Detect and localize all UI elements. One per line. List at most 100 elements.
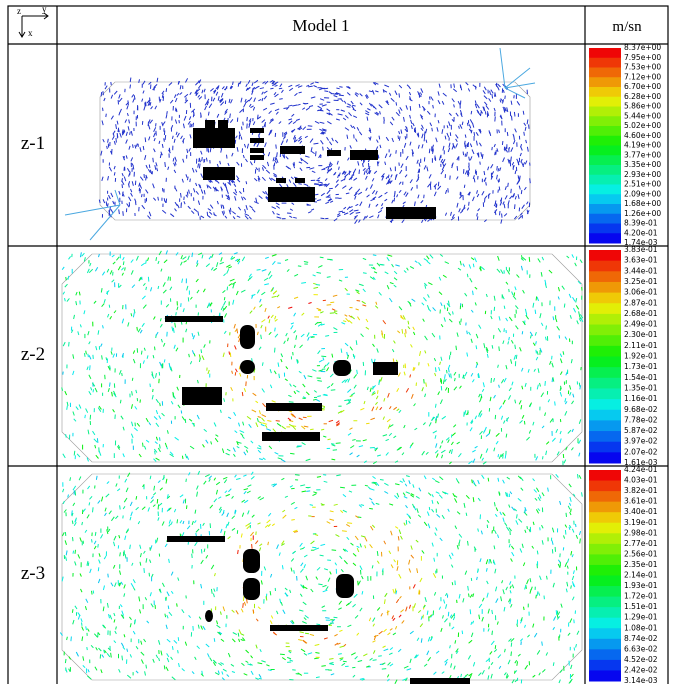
vectors (67, 298, 70, 301)
vectors (565, 563, 567, 567)
colorbar-band (589, 607, 621, 618)
vectors (95, 267, 97, 271)
vectors (444, 317, 445, 321)
vectors (506, 492, 507, 496)
vectors (533, 675, 536, 677)
vectors (82, 636, 83, 641)
vectors (383, 417, 384, 420)
vectors (545, 337, 546, 340)
vectors (231, 664, 234, 666)
vectors (130, 517, 131, 520)
vectors (156, 655, 158, 658)
vectors (162, 413, 165, 416)
vectors (505, 649, 506, 652)
vectors (136, 507, 139, 510)
vectors (244, 674, 248, 676)
vectors (224, 531, 225, 536)
vectors (88, 331, 89, 335)
vectors (66, 551, 67, 556)
vectors (399, 410, 401, 413)
vectors (224, 331, 226, 334)
vectors (223, 669, 227, 671)
vectors (504, 607, 505, 611)
vectors (325, 618, 329, 619)
vectors (395, 527, 398, 529)
vectors (509, 505, 510, 508)
vectors (277, 611, 278, 614)
vectors (357, 546, 360, 547)
vectors (131, 260, 133, 263)
vectors (127, 675, 131, 678)
colorbar-label: 1.29e-01 (624, 613, 658, 622)
vectors (132, 563, 133, 566)
vectors (130, 545, 131, 549)
vectors (222, 678, 225, 680)
vectors (151, 545, 152, 549)
vectors (555, 401, 556, 405)
vectors (436, 492, 440, 494)
vectors (571, 551, 572, 555)
vectors (223, 607, 225, 612)
vectors (273, 429, 276, 432)
vectors (428, 657, 431, 661)
vectors (267, 421, 271, 422)
vectors (541, 323, 543, 326)
vectors (314, 548, 319, 550)
vectors (159, 640, 160, 645)
vectors (347, 389, 351, 392)
vectors (214, 478, 216, 481)
vectors (516, 326, 519, 330)
vectors (302, 491, 307, 492)
vectors (372, 407, 374, 412)
vectors (565, 398, 566, 402)
vectors (534, 633, 537, 637)
vectors (511, 652, 512, 657)
vectors (359, 284, 364, 286)
vectors (113, 354, 115, 358)
vectors (522, 415, 524, 419)
vectors (133, 579, 135, 583)
vectors (242, 500, 245, 502)
vectors (138, 328, 140, 332)
vectors (158, 481, 160, 483)
vectors (268, 316, 270, 319)
vectors (573, 494, 575, 497)
vectors (579, 383, 580, 387)
vectors (283, 610, 285, 614)
vector-field (62, 250, 583, 465)
vectors (404, 666, 408, 668)
vectors (122, 656, 123, 661)
vectors (442, 416, 446, 419)
vectors (552, 541, 553, 545)
vectors (231, 387, 233, 391)
vectors (244, 452, 246, 455)
vectors (411, 443, 414, 447)
vectors (246, 661, 249, 663)
vectors (195, 542, 198, 546)
vectors (394, 341, 396, 344)
vectors (256, 619, 258, 621)
vectors (515, 306, 518, 309)
vectors (271, 315, 273, 318)
vectors (440, 399, 442, 404)
vectors (461, 319, 462, 323)
vectors (329, 664, 334, 665)
vectors (92, 591, 93, 595)
vectors (90, 569, 92, 573)
vectors (486, 294, 487, 297)
vectors (97, 438, 98, 443)
vectors (442, 515, 444, 519)
vectors (114, 641, 116, 643)
vectors (579, 419, 581, 423)
vectors (443, 275, 447, 277)
vectors (251, 656, 253, 659)
vectors (473, 291, 474, 295)
vectors (356, 309, 359, 310)
vectors (66, 277, 67, 280)
vectors (524, 512, 527, 516)
vectors (105, 508, 106, 512)
vectors (106, 494, 109, 497)
vectors (488, 628, 489, 631)
vectors (331, 383, 333, 386)
vectors (579, 453, 580, 457)
